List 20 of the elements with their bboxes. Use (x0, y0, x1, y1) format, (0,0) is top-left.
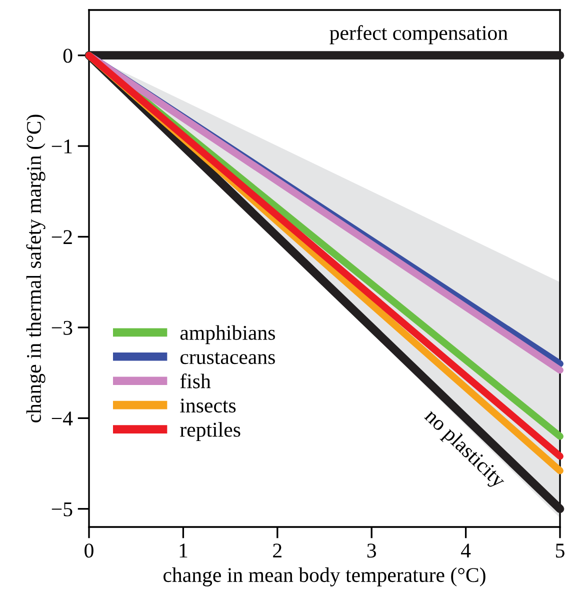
y-tick-label: −3 (52, 320, 72, 335)
y-tick-label: −1 (52, 140, 72, 154)
legend-label: crustaceans (180, 352, 275, 364)
legend-label: amphibians (180, 325, 275, 344)
y-tick-label: −4 (52, 412, 73, 426)
x-tick-label: 4 (461, 544, 471, 558)
x-axis-title: change in mean body temperature (°C) (163, 567, 486, 586)
y-tick-label: 0 (63, 48, 72, 63)
x-tick-label: 0 (84, 544, 94, 558)
annotation: perfect compensation (330, 25, 508, 44)
x-tick-label: 2 (273, 544, 282, 558)
y-tick-label: −5 (52, 502, 72, 516)
x-tick-label: 1 (180, 544, 188, 558)
legend-label: fish (180, 373, 211, 388)
y-tick-label: −2 (52, 230, 72, 244)
legend-label: reptiles (180, 422, 240, 442)
x-tick-label: 5 (556, 544, 564, 558)
legend-label: insects (180, 398, 236, 413)
y-axis-title: change in thermal safety margin (°C) (26, 114, 46, 422)
x-tick-label: 3 (367, 544, 376, 558)
